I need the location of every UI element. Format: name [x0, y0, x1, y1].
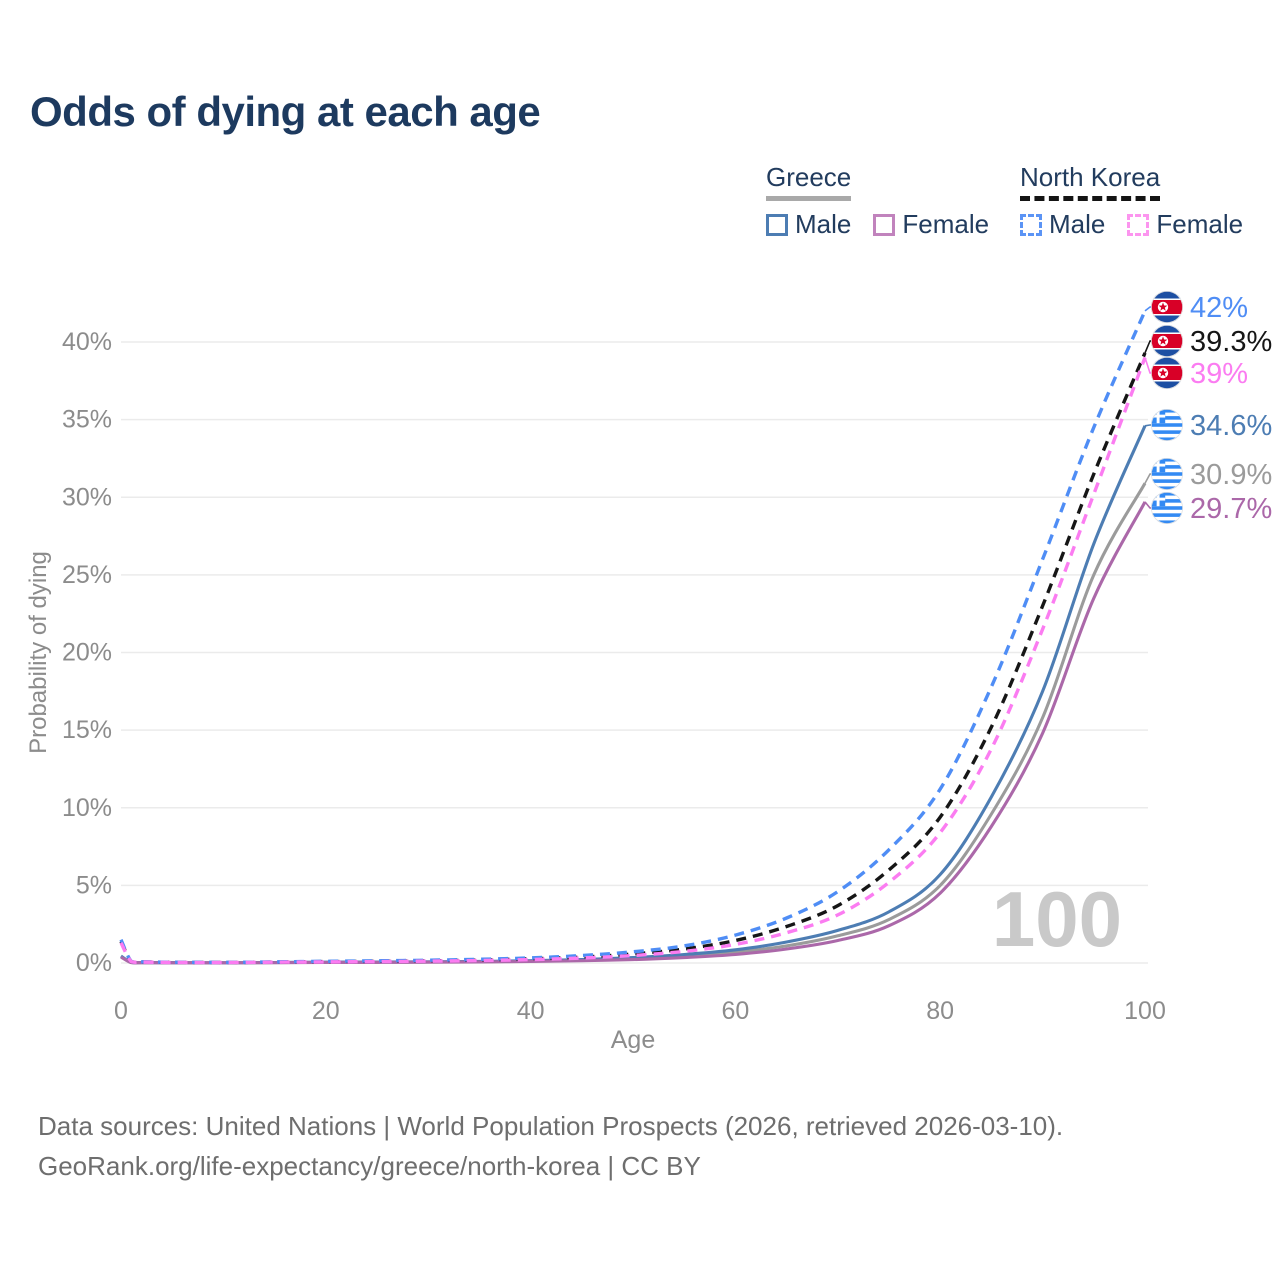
y-tick-label: 25% [62, 561, 112, 589]
legend-item-greece-female[interactable]: Female [873, 209, 989, 240]
legend-item-greece-male[interactable]: Male [766, 209, 851, 240]
greece-female-swatch-icon [873, 213, 896, 236]
legend-item-north-korea-female[interactable]: Female [1127, 209, 1243, 240]
legend-country-greece[interactable]: Greece [766, 162, 852, 201]
axis-labels: 0% 5% 10% 15% 20% 25% 30% 35% 40% 0 20 40 60 80 100 Age… [25, 328, 1166, 1054]
legend-row-north-korea: Male Female [1020, 209, 1243, 240]
footer-attribution: GeoRank.org/life-expectancy/greece/north… [38, 1151, 701, 1181]
x-tick-label: 40 [517, 997, 545, 1025]
y-axis-title: Probability of dying [25, 551, 52, 754]
legend-label-greece-female: Female [902, 209, 990, 239]
legend-row-greece: Male Female [766, 209, 989, 240]
legend-label-north-korea-female: Female [1156, 209, 1244, 239]
north-korea-male-swatch-icon [1020, 213, 1042, 236]
y-tick-label: 40% [62, 328, 112, 356]
end-labels: 30.9% 34.6% 29.7% 39.3%42% 39% [1144, 291, 1272, 525]
end-value-label-greece-male: 34.6% [1190, 410, 1272, 442]
y-tick-label: 0% [76, 949, 112, 977]
x-tick-label: 80 [926, 997, 954, 1025]
north-korea-flag-icon [1151, 357, 1183, 389]
end-value-label-north-korea-female: 39% [1190, 358, 1248, 390]
end-value-label-north-korea-male: 42% [1190, 292, 1248, 324]
legend-country-north-korea[interactable]: North Korea [1020, 162, 1161, 201]
greece-flag-icon [1151, 458, 1183, 490]
legend-group-north-korea: North Korea Male Female [1020, 162, 1243, 240]
y-tick-label: 10% [62, 794, 112, 822]
y-tick-label: 5% [76, 871, 112, 899]
x-tick-label: 0 [114, 997, 128, 1025]
y-tick-label: 15% [62, 716, 112, 744]
north-korea-flag-icon [1151, 291, 1183, 323]
age-watermark: 100 [992, 875, 1122, 963]
y-tick-label: 35% [62, 406, 112, 434]
end-value-label-greece-female: 29.7% [1190, 493, 1272, 525]
age-watermark-text: 100 [992, 875, 1122, 963]
series-lines [119, 310, 1147, 965]
legend-label-greece-male: Male [795, 209, 852, 239]
greece-flag-icon [1151, 492, 1183, 524]
legend: Greece Male Female North Korea Male [0, 162, 1280, 242]
end-value-label-greece-total: 30.9% [1190, 459, 1272, 491]
footer-sources: Data sources: United Nations | World Pop… [38, 1111, 1064, 1141]
legend-item-north-korea-male[interactable]: Male [1020, 209, 1105, 240]
end-value-label-north-korea-total: 39.3% [1190, 326, 1272, 358]
y-tick-label: 20% [62, 639, 112, 667]
page-title: Odds of dying at each age [30, 88, 541, 135]
legend-group-greece: Greece Male Female [766, 162, 989, 240]
x-tick-label: 20 [312, 997, 340, 1025]
series-line-greece-female [120, 501, 1147, 965]
x-tick-label: 60 [721, 997, 749, 1025]
x-axis-title: Age [611, 1026, 655, 1054]
greece-flag-icon [1151, 409, 1183, 441]
y-tick-label: 30% [62, 483, 112, 511]
plot-area[interactable] [121, 290, 1145, 963]
legend-label-north-korea-male: Male [1049, 209, 1106, 239]
x-tick-label: 100 [1124, 997, 1166, 1025]
gridlines [121, 341, 1148, 964]
north-korea-flag-icon [1151, 325, 1183, 357]
footer: Data sources: United Nations | World Pop… [38, 1106, 1063, 1186]
north-korea-female-swatch-icon [1127, 213, 1150, 236]
greece-male-swatch-icon [766, 213, 788, 236]
